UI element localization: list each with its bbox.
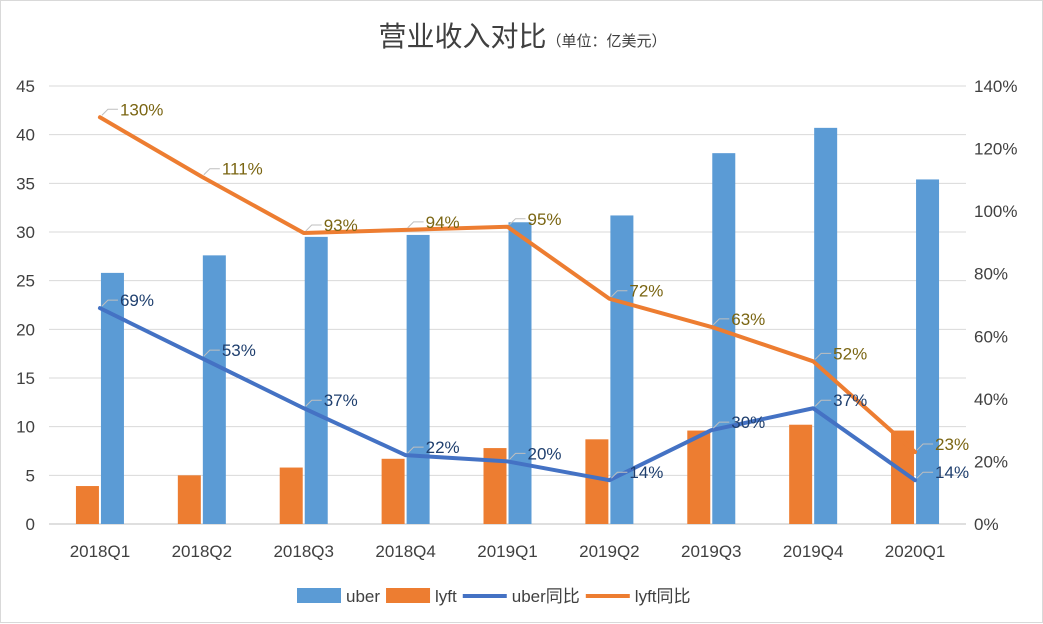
chart-title: 营业收入对比（单位：亿美元） bbox=[1, 15, 1043, 55]
legend-label: lyft bbox=[435, 587, 457, 606]
data-label-leader bbox=[611, 471, 628, 479]
data-label-uber同比: 14% bbox=[935, 463, 969, 482]
bar-lyft bbox=[381, 458, 405, 524]
data-label-leader bbox=[203, 168, 220, 176]
data-label-leader bbox=[509, 452, 526, 460]
x-tick-label: 2019Q2 bbox=[579, 542, 640, 561]
data-label-lyft同比: 94% bbox=[426, 213, 460, 232]
data-label-lyft同比: 130% bbox=[120, 100, 163, 119]
bar-uber bbox=[712, 153, 736, 524]
x-tick-label: 2019Q3 bbox=[681, 542, 742, 561]
data-label-lyft同比: 72% bbox=[629, 282, 663, 301]
data-label-leader bbox=[305, 399, 322, 407]
data-label-lyft同比: 63% bbox=[731, 310, 765, 329]
bar-uber bbox=[304, 236, 328, 524]
y-tick-label: 25 bbox=[16, 272, 35, 291]
x-tick-label: 2018Q4 bbox=[375, 542, 436, 561]
data-label-lyft同比: 93% bbox=[324, 216, 358, 235]
y2-tick-label: 100% bbox=[974, 202, 1017, 221]
bar-uber bbox=[916, 179, 940, 524]
bar-uber bbox=[508, 222, 532, 524]
data-label-uber同比: 37% bbox=[833, 391, 867, 410]
bar-lyft bbox=[687, 430, 711, 524]
x-tick-label: 2020Q1 bbox=[885, 542, 946, 561]
data-label-leader bbox=[407, 446, 424, 454]
data-label-lyft同比: 23% bbox=[935, 435, 969, 454]
data-label-uber同比: 30% bbox=[731, 413, 765, 432]
chart-subtitle: （单位：亿美元） bbox=[546, 33, 667, 50]
x-tick-label: 2019Q1 bbox=[477, 542, 538, 561]
data-label-leader bbox=[712, 318, 730, 326]
bar-uber bbox=[406, 234, 430, 525]
legend-label: lyft同比 bbox=[635, 587, 691, 606]
y2-tick-label: 0% bbox=[974, 515, 999, 534]
data-label-uber同比: 53% bbox=[222, 341, 256, 360]
bar-lyft bbox=[483, 448, 507, 524]
bar-uber bbox=[814, 127, 838, 524]
data-label-uber同比: 37% bbox=[324, 391, 358, 410]
legend-label: uber bbox=[346, 587, 380, 606]
bar-lyft bbox=[585, 439, 609, 524]
legend-label: uber同比 bbox=[512, 587, 580, 606]
y-tick-label: 45 bbox=[16, 77, 35, 96]
y2-tick-label: 60% bbox=[974, 327, 1008, 346]
y2-tick-label: 20% bbox=[974, 452, 1008, 471]
bar-uber bbox=[100, 272, 124, 524]
bar-lyft bbox=[75, 486, 99, 524]
bar-lyft bbox=[891, 430, 915, 524]
x-tick-label: 2018Q3 bbox=[273, 542, 334, 561]
data-label-leader bbox=[203, 349, 220, 357]
bar-lyft bbox=[789, 424, 813, 524]
y2-tick-label: 80% bbox=[974, 265, 1008, 284]
x-tick-label: 2018Q2 bbox=[172, 542, 233, 561]
data-label-leader bbox=[916, 471, 934, 479]
y-tick-label: 20 bbox=[16, 320, 35, 339]
legend-swatch-uber bbox=[297, 588, 341, 603]
y2-tick-label: 40% bbox=[974, 390, 1008, 409]
bar-lyft bbox=[177, 475, 201, 524]
y2-tick-label: 120% bbox=[974, 140, 1017, 159]
bar-uber bbox=[202, 255, 226, 525]
data-label-leader bbox=[407, 221, 424, 229]
data-label-leader bbox=[712, 421, 730, 429]
y2-tick-label: 140% bbox=[974, 77, 1017, 96]
chart-title-text: 营业收入对比 bbox=[378, 21, 547, 52]
data-label-leader bbox=[916, 443, 934, 451]
y-tick-label: 0 bbox=[26, 515, 35, 534]
data-label-uber同比: 14% bbox=[629, 463, 663, 482]
data-label-leader bbox=[814, 352, 832, 360]
line-uber同比 bbox=[97, 306, 918, 483]
data-label-leader bbox=[101, 108, 118, 116]
y-tick-label: 35 bbox=[16, 174, 35, 193]
data-label-leader bbox=[814, 399, 832, 407]
legend-swatch-lyft bbox=[386, 588, 431, 603]
y-tick-label: 15 bbox=[16, 369, 35, 388]
data-label-uber同比: 20% bbox=[528, 444, 562, 463]
data-label-leader bbox=[101, 299, 118, 307]
line-lyft同比 bbox=[97, 115, 918, 455]
bar-lyft bbox=[279, 467, 303, 524]
data-label-lyft同比: 52% bbox=[833, 344, 867, 363]
data-label-lyft同比: 111% bbox=[222, 160, 263, 179]
x-tick-label: 2019Q4 bbox=[783, 542, 844, 561]
data-label-uber同比: 22% bbox=[426, 438, 460, 457]
y-tick-label: 30 bbox=[16, 223, 35, 242]
data-label-lyft同比: 95% bbox=[528, 210, 562, 229]
data-label-leader bbox=[305, 224, 322, 232]
y-tick-label: 10 bbox=[16, 418, 35, 437]
x-tick-label: 2018Q1 bbox=[70, 542, 131, 561]
data-label-uber同比: 69% bbox=[120, 291, 154, 310]
y-tick-label: 40 bbox=[16, 126, 35, 145]
data-label-leader bbox=[611, 290, 628, 298]
y-tick-label: 5 bbox=[26, 466, 35, 485]
data-label-leader bbox=[509, 218, 526, 226]
